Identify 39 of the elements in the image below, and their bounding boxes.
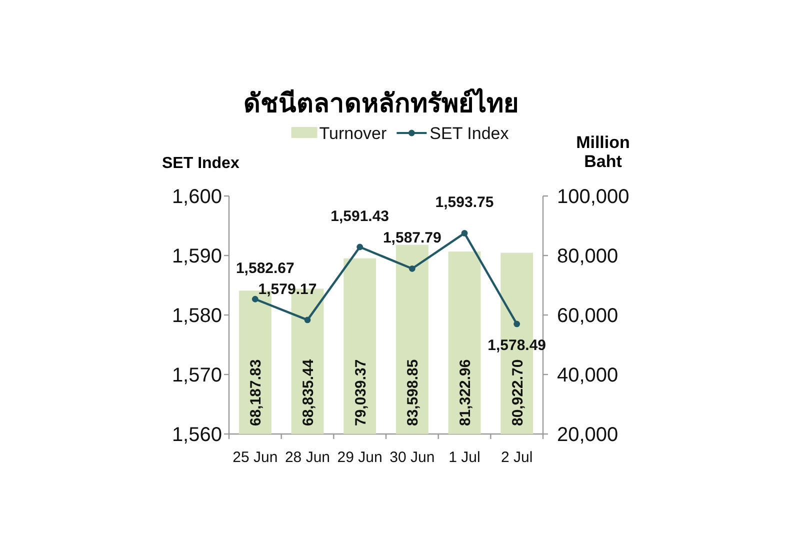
legend-label: Turnover [319,124,387,143]
data-label: 80,922.70 [509,359,526,426]
x-tick-label: 1 Jul [448,449,480,466]
x-tick-label: 28 Jun [284,449,330,466]
y-tick-label: 1,560 [172,424,222,446]
data-label: 1,582.67 [236,260,294,278]
point [252,296,258,302]
data-label: 1,587.79 [382,230,442,247]
point [304,316,311,324]
x-tick-label: 30 Jun [390,449,435,466]
x-tick-label: 29 Jun [337,449,382,466]
legend-label: SET Index [430,124,510,143]
y2-tick-label: 100,000 [557,186,630,208]
chart-title: ดัชนีตลาดหลักทรัพย์ไทย [244,87,518,118]
y2-axis-title: Million Baht [576,133,630,171]
point [514,320,520,328]
y2-tick-label: 60,000 [557,305,618,327]
y2-tick-label: 40,000 [557,364,618,386]
point [408,265,416,272]
data-label: 68,835.44 [300,358,317,426]
data-label: 83,598.85 [404,359,422,426]
data-label: 68,187.83 [248,359,265,426]
x-tick-label: 25 Jun [232,449,278,466]
point [356,244,364,250]
x-tick-label: 2 Jul [500,449,533,466]
point [461,230,468,236]
y-axis-title: SET Index [162,155,240,172]
data-label: 1,591.43 [330,208,390,225]
y2-tick-label: 80,000 [557,246,618,268]
y-tick-label: 1,590 [172,246,222,268]
y2-tick-label: 20,000 [557,424,618,446]
data-label: 1,579.17 [258,280,317,298]
data-label: 81,322.96 [457,359,474,426]
data-label: 79,039.37 [352,359,370,426]
y-tick-label: 1,600 [172,186,222,208]
y-tick-label: 1,580 [172,305,222,327]
data-label: 1,578.49 [488,336,546,354]
data-label: 1,593.75 [435,194,494,212]
y-tick-label: 1,570 [172,364,222,386]
